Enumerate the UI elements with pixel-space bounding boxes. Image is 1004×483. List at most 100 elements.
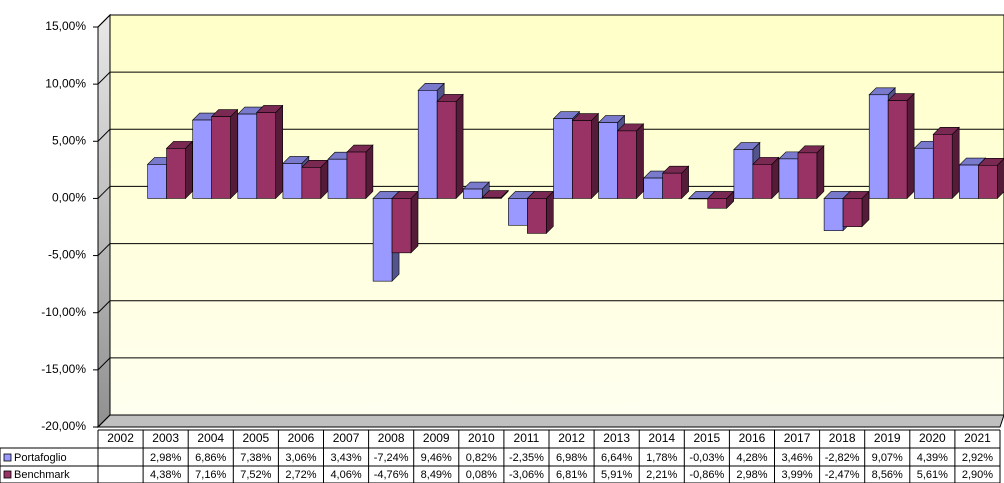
table-value: 9,07% — [872, 452, 903, 464]
x-tick-label: 2002 — [107, 431, 134, 445]
y-tick-label: 0,00% — [52, 191, 86, 205]
grid-line-wall — [97, 357, 111, 371]
x-tick-label: 2021 — [964, 431, 991, 445]
bar — [192, 119, 212, 199]
bar — [237, 113, 258, 199]
x-tick-label: 2014 — [648, 431, 675, 445]
bar — [978, 164, 998, 199]
grid-line-wall — [97, 128, 111, 142]
table-value: 5,91% — [601, 469, 632, 481]
legend-label: Portafoglio — [14, 452, 67, 464]
back-wall — [109, 14, 1004, 416]
grid-line-wall — [97, 414, 111, 428]
x-tick-label: 2004 — [197, 431, 224, 445]
bar — [508, 198, 528, 226]
legend-label: Benchmark — [14, 469, 70, 481]
table-value: 0,08% — [466, 469, 497, 481]
table-value: -2,35% — [509, 452, 544, 464]
table-value: 8,49% — [421, 469, 452, 481]
x-tick-label: 2013 — [603, 431, 630, 445]
table-value: 3,06% — [285, 452, 316, 464]
bar — [553, 118, 573, 199]
y-tick-label: -20,00% — [41, 419, 86, 433]
bar — [914, 147, 934, 199]
bar — [572, 120, 592, 199]
table-value: 7,16% — [195, 469, 226, 481]
bar — [166, 148, 186, 199]
bar — [463, 188, 483, 199]
bar — [301, 167, 322, 199]
table-value: -3,06% — [509, 469, 544, 481]
x-tick-label: 2007 — [333, 431, 360, 445]
x-tick-label: 2012 — [558, 431, 585, 445]
x-tick-label: 2010 — [468, 431, 495, 445]
x-tick-label: 2016 — [739, 431, 766, 445]
table-value: 2,92% — [962, 452, 993, 464]
bar-side — [230, 108, 238, 200]
table-value: 6,64% — [601, 452, 632, 464]
x-tick-label: 2019 — [874, 431, 901, 445]
bar — [887, 100, 908, 199]
table-value: -7,24% — [374, 452, 409, 464]
table-value: 6,98% — [556, 452, 587, 464]
grid-line-wall — [97, 300, 111, 314]
bar-side — [365, 144, 374, 200]
table-value: 2,72% — [285, 469, 316, 481]
bar — [662, 172, 682, 199]
table-value: 3,99% — [781, 469, 812, 481]
table-value: 3,43% — [330, 452, 361, 464]
table-value: -0,86% — [689, 469, 724, 481]
bar — [688, 198, 709, 200]
table-value: 7,52% — [240, 469, 271, 481]
bar — [436, 101, 457, 199]
bar-side — [275, 104, 283, 200]
bar — [211, 116, 231, 199]
bar-side — [185, 140, 193, 200]
x-tick-label: 2020 — [919, 431, 946, 445]
x-tick-label: 2018 — [829, 431, 856, 445]
bar — [527, 198, 547, 234]
bar — [868, 94, 889, 199]
table-value: 2,90% — [962, 469, 993, 481]
bar — [147, 164, 167, 199]
x-tick-label: 2011 — [514, 431, 540, 445]
bar — [643, 177, 663, 199]
table-value: -2,82% — [825, 452, 860, 464]
table-value: 1,78% — [646, 452, 677, 464]
y-tick-label: 10,00% — [45, 76, 86, 90]
x-tick-label: 2017 — [784, 431, 811, 445]
x-tick-label: 2005 — [242, 431, 269, 445]
y-tick-label: -10,00% — [41, 305, 86, 319]
legend-swatch — [3, 470, 12, 479]
bar-side — [951, 126, 960, 200]
table-value: -2,47% — [825, 469, 860, 481]
bar — [598, 122, 618, 199]
bar — [959, 164, 979, 199]
table-value: 4,38% — [150, 469, 181, 481]
floor — [96, 414, 1004, 428]
table-value: 7,38% — [240, 452, 271, 464]
table-value: -4,76% — [374, 469, 409, 481]
bar-side — [906, 92, 915, 200]
grid-line-wall — [97, 14, 111, 28]
bar-side — [410, 190, 419, 254]
bar-side — [591, 112, 599, 200]
y-tick-label: 15,00% — [45, 19, 86, 33]
x-tick-label: 2009 — [423, 431, 450, 445]
table-value: -0,03% — [689, 452, 724, 464]
bar — [372, 198, 393, 282]
table-value: 8,56% — [872, 469, 903, 481]
table-value: 0,82% — [466, 452, 497, 464]
bar — [778, 158, 799, 199]
x-tick-label: 2015 — [693, 431, 720, 445]
x-tick-label: 2006 — [288, 431, 315, 445]
bar — [391, 198, 412, 254]
bar-side — [816, 145, 825, 200]
bar-side — [455, 93, 464, 200]
y-tick-label: -5,00% — [48, 248, 86, 262]
legend-swatch — [3, 453, 12, 462]
side-wall — [97, 13, 111, 429]
y-tick-label: 5,00% — [52, 133, 86, 147]
table-value: 2,98% — [736, 469, 767, 481]
